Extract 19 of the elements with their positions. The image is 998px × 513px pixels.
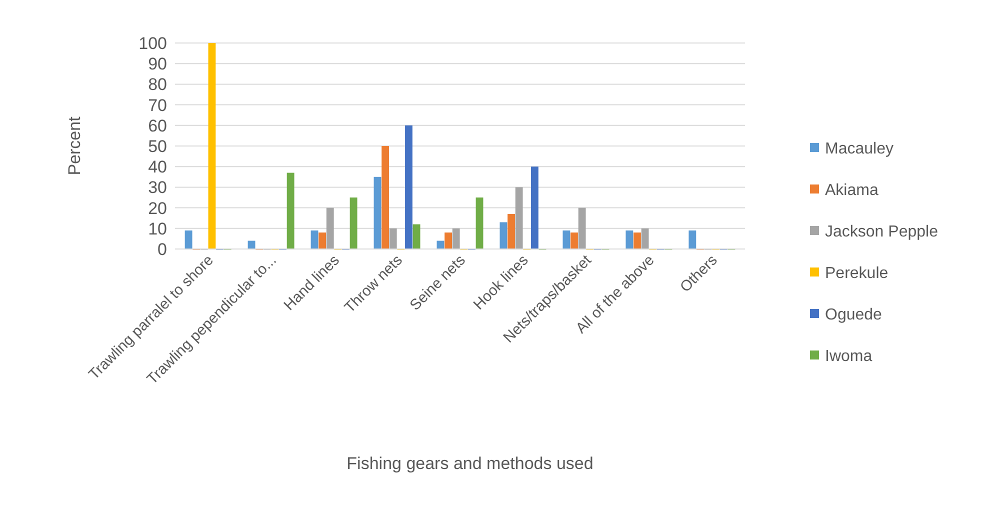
legend-label: Perekule	[825, 265, 888, 282]
y-tick-label: 40	[148, 158, 167, 177]
y-tick-label: 30	[148, 178, 167, 198]
y-tick-label: 60	[148, 116, 167, 136]
y-tick-label: 50	[148, 136, 167, 156]
y-axis-title: Percent	[65, 116, 84, 176]
legend-label: Macauley	[825, 140, 894, 158]
legend-label: Jackson Pepple	[825, 224, 938, 241]
legend-label: Akiama	[825, 182, 878, 200]
y-tick-label: 70	[148, 96, 167, 115]
legend-label: Iwoma	[825, 348, 872, 366]
y-tick-label: 10	[148, 219, 167, 238]
legend-label: Oguede	[825, 306, 882, 324]
y-tick-label: 100	[138, 34, 167, 53]
y-tick-label: 0	[158, 240, 167, 259]
y-tick-label: 90	[148, 54, 167, 74]
x-axis-title: Fishing gears and methods used	[346, 454, 594, 473]
y-tick-label: 20	[148, 198, 167, 218]
y-tick-label: 80	[148, 75, 167, 94]
